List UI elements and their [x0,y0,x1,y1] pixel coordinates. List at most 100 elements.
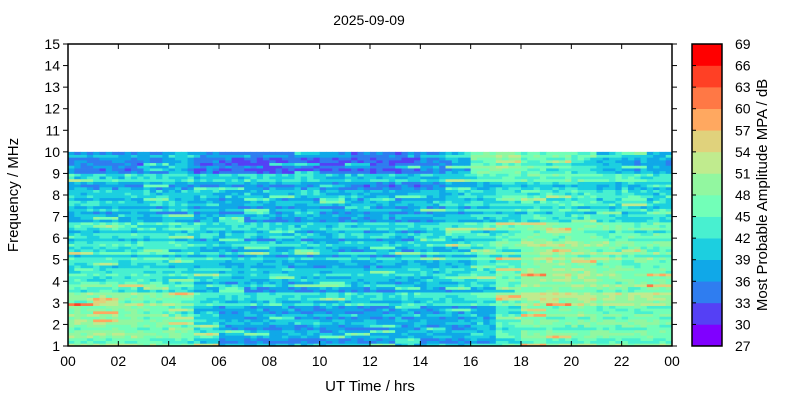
heatmap-cell [149,302,157,306]
heatmap-cell [357,343,365,347]
heatmap-cell [93,243,100,247]
heatmap-cell [546,292,553,296]
heatmap-cell [187,275,195,279]
heatmap-cell [351,316,358,320]
heatmap-cell [181,246,188,250]
heatmap-cell [445,246,453,250]
heatmap-cell [143,289,151,293]
heatmap-cell [168,286,176,290]
heatmap-cell [237,310,245,315]
heatmap-cell [325,238,333,242]
heatmap-cell [149,208,157,212]
heatmap-cell [583,289,591,293]
heatmap-cell [174,208,182,212]
heatmap-cell [426,267,434,271]
heatmap-cell [521,232,528,236]
heatmap-cell [483,308,490,312]
heatmap-cell [118,224,126,228]
heatmap-cell [300,270,308,274]
heatmap-cell [86,308,94,312]
heatmap-cell [495,316,503,320]
heatmap-cell [124,273,132,277]
heatmap-cell [319,213,327,217]
heatmap-cell [112,281,119,285]
heatmap-cell [256,332,264,336]
heatmap-cell [615,257,623,261]
heatmap-cell [105,289,113,293]
heatmap-cell [143,278,151,282]
heatmap-cell [130,340,138,344]
heatmap-cell [225,195,232,199]
heatmap-cell [527,259,534,263]
heatmap-cell [571,308,579,312]
heatmap-cell [300,321,308,325]
heatmap-cell [112,329,119,333]
heatmap-cell [80,265,88,269]
heatmap-cell [206,281,214,285]
heatmap-cell [445,235,453,239]
heatmap-cell [476,235,484,239]
heatmap-cell [86,327,94,331]
heatmap-cell [156,254,163,258]
heatmap-cell [414,297,421,301]
heatmap-cell [137,227,144,231]
heatmap-cell [307,197,314,201]
heatmap-cell [640,332,648,336]
heatmap-cell [483,297,490,301]
heatmap-cell [451,219,459,223]
heatmap-cell [382,230,390,234]
heatmap-cell [212,305,220,309]
heatmap-cell [137,267,144,271]
heatmap-cell [376,227,383,231]
heatmap-cell [395,265,402,269]
heatmap-cell [143,235,151,239]
heatmap-cell [583,273,591,277]
heatmap-cell [344,281,352,285]
heatmap-cell [99,327,107,331]
heatmap-cell [325,310,333,315]
heatmap-cell [269,235,277,239]
heatmap-cell [665,216,673,220]
heatmap-cell [602,319,610,323]
heatmap-cell [93,340,100,344]
heatmap-cell [156,240,163,244]
heatmap-cell [476,310,484,315]
heatmap-cell [590,230,597,234]
heatmap-cell [602,224,610,228]
heatmap-cell [464,294,472,298]
heatmap-cell [68,259,75,263]
heatmap-cell [181,273,188,277]
heatmap-cell [583,302,591,306]
heatmap-cell [558,262,566,266]
heatmap-cell [149,246,157,250]
heatmap-cell [187,300,195,304]
heatmap-cell [118,300,126,304]
heatmap-cell [174,221,182,226]
heatmap-cell [552,281,560,285]
heatmap-cell [124,313,132,317]
heatmap-cell [244,329,251,333]
heatmap-cell [187,327,195,331]
heatmap-cell [489,224,497,228]
heatmap-cell [93,321,100,325]
heatmap-cell [143,221,151,226]
heatmap-cell [646,281,654,285]
heatmap-cell [237,227,245,231]
heatmap-cell [659,224,667,228]
heatmap-cell [99,203,107,207]
heatmap-cell [307,313,314,317]
heatmap-cell [156,289,163,293]
heatmap-cell [105,335,113,339]
heatmap-cell [130,273,138,277]
heatmap-cell [307,316,314,320]
heatmap-cell [621,281,629,285]
heatmap-cell [382,240,390,244]
heatmap-cell [168,278,176,282]
heatmap-cell [596,230,604,234]
heatmap-cell [99,213,107,217]
heatmap-cell [665,343,673,347]
heatmap-cell [338,248,346,253]
heatmap-cell [395,335,402,339]
heatmap-cell [275,221,283,226]
heatmap-cell [200,262,207,266]
